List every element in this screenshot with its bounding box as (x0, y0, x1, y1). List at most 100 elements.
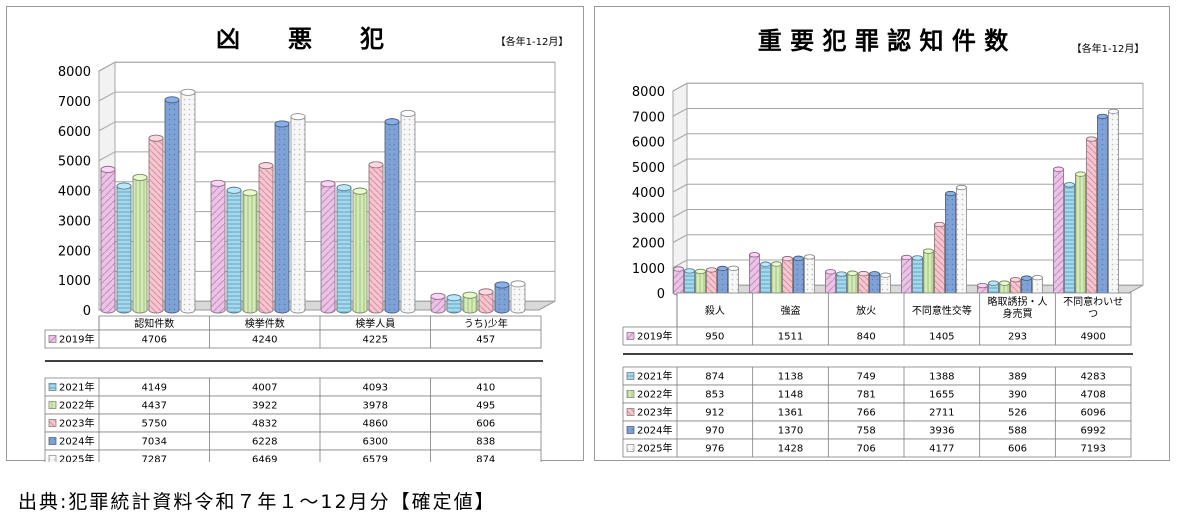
bar (320, 180, 336, 314)
legend-swatch (626, 372, 635, 380)
data-label: 1428 (778, 444, 803, 455)
bar (164, 96, 180, 314)
data-label: 526 (1008, 408, 1027, 419)
x-category-label: うち)少年 (464, 317, 508, 330)
bar (988, 280, 999, 296)
data-label: 970 (705, 426, 724, 437)
bar (478, 288, 494, 314)
y-tick-label: 3000 (632, 211, 665, 226)
x-category-label: 略取誘拐・人 (988, 295, 1048, 308)
data-label: 606 (476, 419, 495, 430)
bar (274, 120, 290, 314)
y-tick-label: 7000 (58, 95, 91, 110)
x-category-label: 検挙件数 (245, 317, 285, 330)
data-label: 781 (857, 390, 876, 401)
bar (226, 186, 242, 314)
bar (706, 267, 717, 296)
legend-entry: 2022年 (637, 388, 672, 401)
data-label: 874 (476, 455, 495, 463)
legend-entry: 2024年 (59, 435, 94, 448)
chart-subtitle: 【各年1-12月】 (496, 35, 569, 48)
data-label: 7193 (1080, 444, 1105, 455)
data-label: 1138 (778, 372, 803, 383)
data-label: 293 (1008, 332, 1027, 343)
data-label: 7034 (142, 437, 167, 448)
data-label: 4437 (142, 401, 167, 412)
legend-swatch (48, 419, 57, 427)
bar (869, 271, 880, 296)
violent-crime-chart: 凶 悪 犯 【各年1-12月】 8000 7000 6000 5000 4000 3000 20… (44, 25, 569, 463)
serious-crime-chart: 重 要 犯 罪 認 知 件 数【各年1-12月】 8000 7000 6000 5000… (622, 27, 1145, 458)
y-tick-label: 8000 (58, 65, 91, 80)
data-label: 495 (476, 401, 495, 412)
data-label: 6096 (1080, 408, 1105, 419)
data-label: 457 (476, 335, 495, 346)
bar (116, 182, 132, 314)
bar (923, 248, 934, 296)
bar (1032, 275, 1043, 296)
bar (400, 109, 416, 314)
x-category-label: 強盗 (781, 304, 801, 317)
data-label: 1655 (929, 390, 954, 401)
legend-swatch (626, 444, 635, 452)
bar (368, 161, 384, 314)
data-label: 912 (705, 408, 724, 419)
data-label: 853 (705, 390, 724, 401)
y-tick-label: 0 (83, 304, 91, 319)
bar (462, 291, 478, 314)
data-label: 1388 (929, 372, 954, 383)
bar (430, 292, 446, 314)
x-category-label: 殺人 (705, 304, 725, 317)
legend-entry: 2025年 (59, 453, 94, 463)
data-label: 4860 (363, 419, 388, 430)
bar (510, 280, 526, 314)
legend-entry: 2024年 (637, 424, 672, 437)
bar (956, 184, 967, 296)
data-label: 4177 (929, 444, 954, 455)
y-tick-label: 2000 (632, 237, 665, 252)
data-label: 7287 (142, 455, 167, 463)
data-label: 390 (1008, 390, 1027, 401)
y-tick-label: 7000 (632, 110, 665, 125)
data-label: 4093 (363, 383, 388, 394)
data-label: 4225 (363, 335, 388, 346)
x-category-label: 放火 (856, 304, 876, 317)
x-category-label: 検挙人員 (355, 317, 395, 330)
data-label: 1370 (778, 426, 803, 437)
legend-swatch (626, 390, 635, 398)
gridline (672, 108, 1143, 117)
legend-swatch (626, 408, 635, 416)
data-label: 4283 (1080, 372, 1105, 383)
chart-subtitle: 【各年1-12月】 (1072, 42, 1145, 55)
data-label: 706 (857, 444, 876, 455)
y-tick-label: 2000 (58, 244, 91, 259)
data-label: 1405 (929, 332, 954, 343)
gridline (672, 133, 1143, 142)
data-label: 3936 (929, 426, 954, 437)
y-tick-label: 1000 (632, 262, 665, 277)
bar (782, 256, 793, 296)
gridline (98, 91, 555, 102)
violent-crime-chart-panel: 凶 悪 犯 【各年1-12月】 8000 7000 6000 5000 4000 3000 20… (6, 6, 584, 463)
bar (1053, 166, 1064, 296)
data-label: 758 (857, 426, 876, 437)
data-label: 5750 (142, 419, 167, 430)
data-label: 950 (705, 332, 724, 343)
bar (945, 191, 956, 296)
legend-swatch (48, 383, 57, 391)
bar (1010, 277, 1021, 296)
bar (695, 268, 706, 296)
bar (760, 261, 771, 296)
bar (1086, 136, 1097, 296)
bar (825, 269, 836, 296)
data-label: 874 (705, 372, 724, 383)
gridline (98, 61, 555, 72)
legend-entry: 2021年 (637, 370, 672, 383)
legend-swatch (48, 335, 57, 343)
bar (880, 272, 891, 296)
bar (717, 265, 728, 296)
bar (352, 187, 368, 314)
bar (836, 271, 847, 296)
bar (258, 162, 274, 314)
data-label: 6300 (363, 437, 388, 448)
